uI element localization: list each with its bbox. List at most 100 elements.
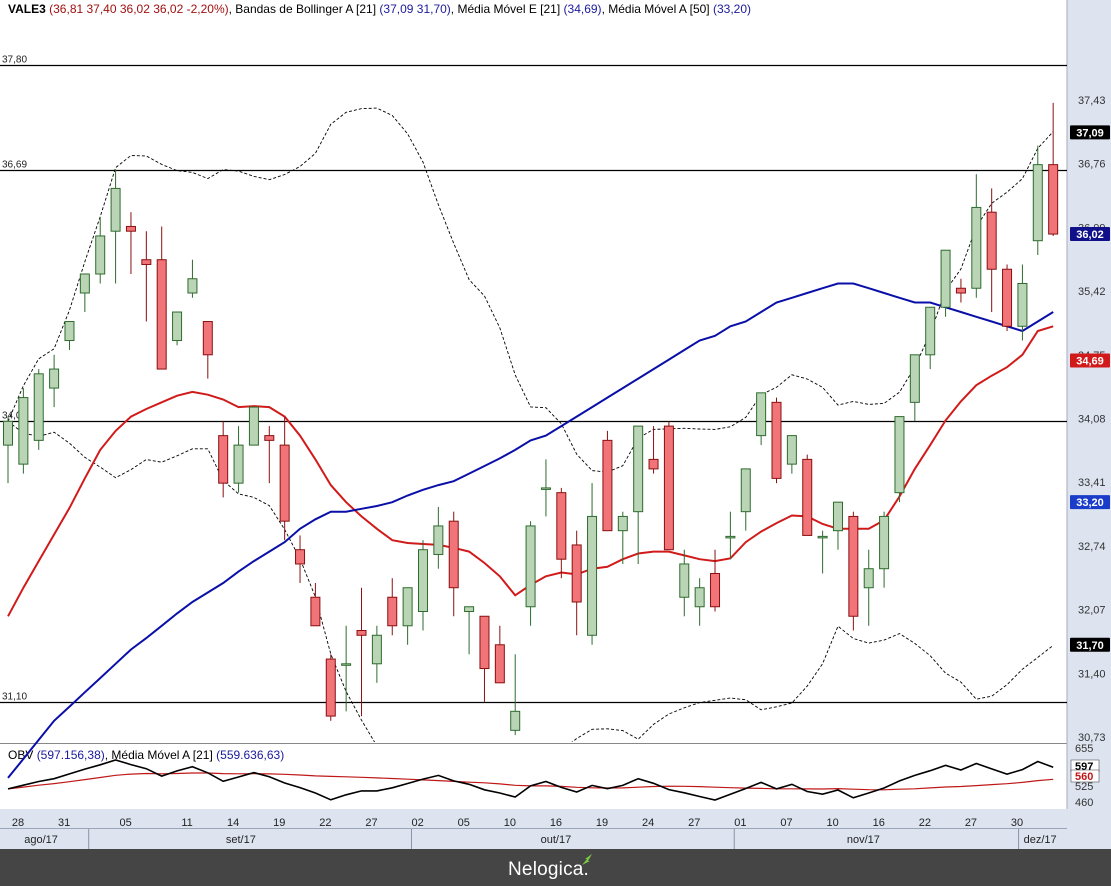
obv-tick-label: 525 — [1075, 781, 1093, 793]
candle-body — [786, 435, 797, 465]
candle-body — [295, 549, 306, 565]
x-day-label: 05 — [119, 817, 131, 829]
candle-body — [264, 435, 275, 441]
hline-label: 37,80 — [2, 55, 27, 66]
value-badge — [1070, 495, 1110, 510]
candle-body — [817, 535, 828, 539]
ema-values: (34,69) — [563, 2, 602, 16]
candle-body — [325, 658, 336, 717]
candle-body — [356, 630, 367, 636]
candle-body — [925, 306, 936, 356]
hline-label: 36,69 — [2, 160, 27, 171]
last-value-badges: 37,09 36,02 34,69 33,20 31,70 — [1070, 125, 1110, 652]
candle-body — [371, 634, 382, 665]
obv-label: OBV — [8, 748, 34, 762]
candle-body — [279, 444, 290, 522]
x-day-label: 19 — [596, 817, 608, 829]
candle-body — [95, 235, 106, 275]
x-month-label: out/17 — [541, 834, 572, 846]
x-day-label: 22 — [919, 817, 931, 829]
value-badge-text: 33,20 — [1076, 497, 1104, 509]
bollinger-label: , Bandas de Bollinger A [21] — [228, 2, 377, 16]
obv-values: (597.156,38) — [36, 748, 105, 762]
value-badge — [1070, 227, 1110, 242]
candle-body — [971, 206, 982, 289]
x-day-label: 27 — [688, 817, 700, 829]
x-day-label: 31 — [58, 817, 70, 829]
candle-body — [156, 259, 167, 370]
x-day-label: 05 — [458, 817, 470, 829]
candle-body — [310, 596, 321, 627]
candle-body — [1032, 164, 1043, 242]
candle-body — [909, 354, 920, 403]
symbol-label: VALE3 — [8, 2, 46, 16]
y-tick-label: 37,43 — [1078, 95, 1106, 107]
candle-body — [663, 425, 674, 551]
candle-body — [556, 492, 567, 560]
candle-body — [125, 225, 136, 232]
candle-body — [49, 368, 60, 389]
bollinger-values: (37,09 31,70) — [379, 2, 451, 16]
value-badge-text: 37,09 — [1076, 127, 1104, 139]
y-tick-label: 30,73 — [1078, 732, 1106, 744]
candle-body — [341, 663, 352, 666]
candle-body — [725, 535, 736, 539]
candle-body — [433, 525, 444, 555]
footer-bar: Nelogica. — [0, 849, 1111, 886]
x-day-label: 14 — [227, 817, 239, 829]
candle-body — [479, 615, 490, 670]
y-tick-label: 36,76 — [1078, 159, 1106, 171]
obv-tick-label: 655 — [1075, 743, 1093, 755]
candle-body — [387, 596, 398, 627]
candle-body — [771, 401, 782, 479]
value-badge — [1070, 637, 1110, 652]
candle-body — [832, 501, 843, 532]
candle-body — [510, 710, 521, 731]
candle-body — [617, 515, 628, 532]
y-tick-label: 33,41 — [1078, 477, 1106, 489]
candle-body — [740, 468, 751, 513]
x-month-label: ago/17 — [24, 834, 58, 846]
x-day-label: 16 — [873, 817, 885, 829]
horizontal-lines: 37,80 36,69 34,05 31,10 — [0, 55, 1067, 704]
brand-logo: Nelogica. — [508, 859, 590, 880]
value-badge-text: 34,69 — [1076, 356, 1104, 368]
obv-line — [7, 759, 1054, 801]
sma-label: , Média Móvel A [50] — [601, 2, 710, 16]
candle-body — [955, 287, 966, 294]
candle-body — [417, 549, 428, 613]
candle-body — [540, 487, 551, 490]
candle-body — [694, 587, 705, 608]
x-month-label: dez/17 — [1024, 834, 1057, 846]
candle-body — [402, 587, 413, 627]
candle-body — [141, 259, 152, 265]
x-day-label: 19 — [273, 817, 285, 829]
candle-body — [648, 458, 659, 470]
candle-body — [33, 373, 44, 441]
candles — [3, 102, 1059, 736]
x-day-label: 16 — [550, 817, 562, 829]
x-day-label: 07 — [780, 817, 792, 829]
candle-body — [756, 392, 767, 437]
candle-body — [172, 311, 183, 342]
chart-title-bar: VALE3 (36,81 37,40 36,02 36,02 -2,20%), … — [8, 2, 751, 16]
hline-label: 34,05 — [2, 411, 27, 422]
x-day-label: 11 — [181, 817, 192, 829]
candle-body — [633, 425, 644, 513]
candle-body — [879, 515, 890, 570]
candle-body — [1048, 164, 1059, 235]
bollinger-lower — [7, 421, 1054, 742]
candle-body — [79, 273, 90, 294]
obv-badge — [1070, 769, 1100, 783]
candle-body — [110, 187, 121, 232]
obv-badge-text: 560 — [1075, 771, 1093, 783]
candle-body — [494, 644, 505, 684]
candle-body — [940, 249, 951, 308]
value-badge — [1070, 353, 1110, 368]
candle-body — [571, 544, 582, 603]
bollinger-upper — [7, 107, 1054, 473]
candle-body — [1017, 282, 1028, 327]
candle-body — [863, 568, 874, 589]
x-day-label: 27 — [365, 817, 377, 829]
